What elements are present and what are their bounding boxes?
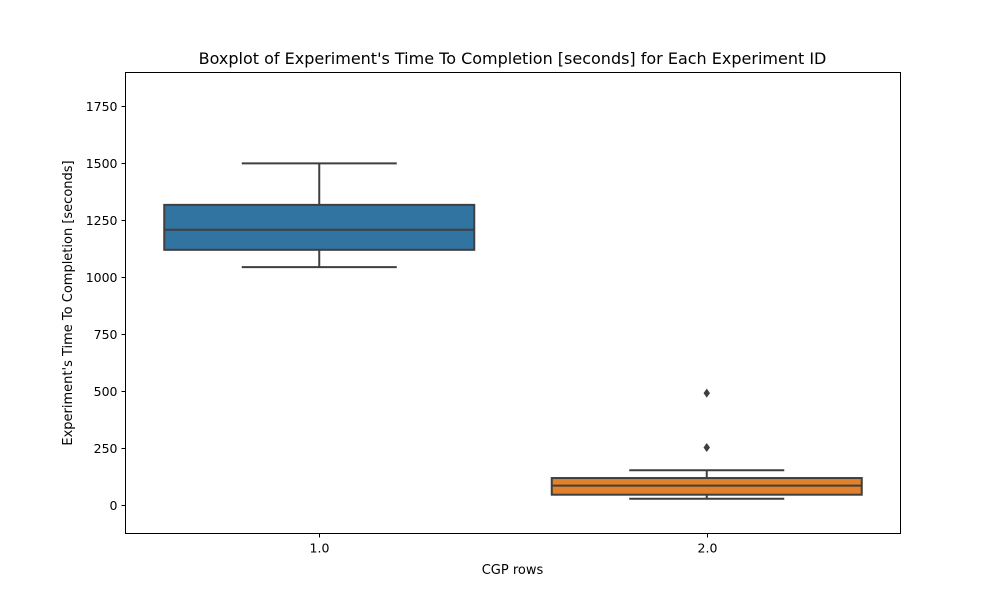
box-group-1.0 [163, 162, 476, 269]
outlier-point-0 [703, 442, 710, 452]
y-tick-label-750: 750 [94, 327, 118, 342]
y-tick-label-1750: 1750 [86, 99, 118, 114]
y-tick-label-0: 0 [110, 498, 118, 513]
x-axis: 1.0 2.0 [310, 533, 718, 556]
y-axis: 0 250 500 750 1000 1250 1500 1750 [86, 99, 126, 513]
y-tick-label-1500: 1500 [86, 156, 118, 171]
y-tick-label-1250: 1250 [86, 213, 118, 228]
y-tick-label-1000: 1000 [86, 270, 118, 285]
x-axis-label: CGP rows [482, 563, 544, 578]
plot-frame [125, 72, 901, 534]
y-tick-label-250: 250 [94, 441, 118, 456]
chart-title: Boxplot of Experiment's Time To Completi… [199, 49, 827, 68]
x-tick-label-2.0: 2.0 [698, 541, 718, 556]
x-tick-label-1.0: 1.0 [310, 541, 330, 556]
y-axis-label: Experiment's Time To Completion [seconds… [61, 160, 76, 445]
y-tick-label-500: 500 [94, 384, 118, 399]
box-group-2.0 [550, 388, 863, 500]
outlier-point-1 [703, 388, 710, 398]
iqr-box [163, 203, 476, 251]
boxes-layer [163, 162, 863, 500]
